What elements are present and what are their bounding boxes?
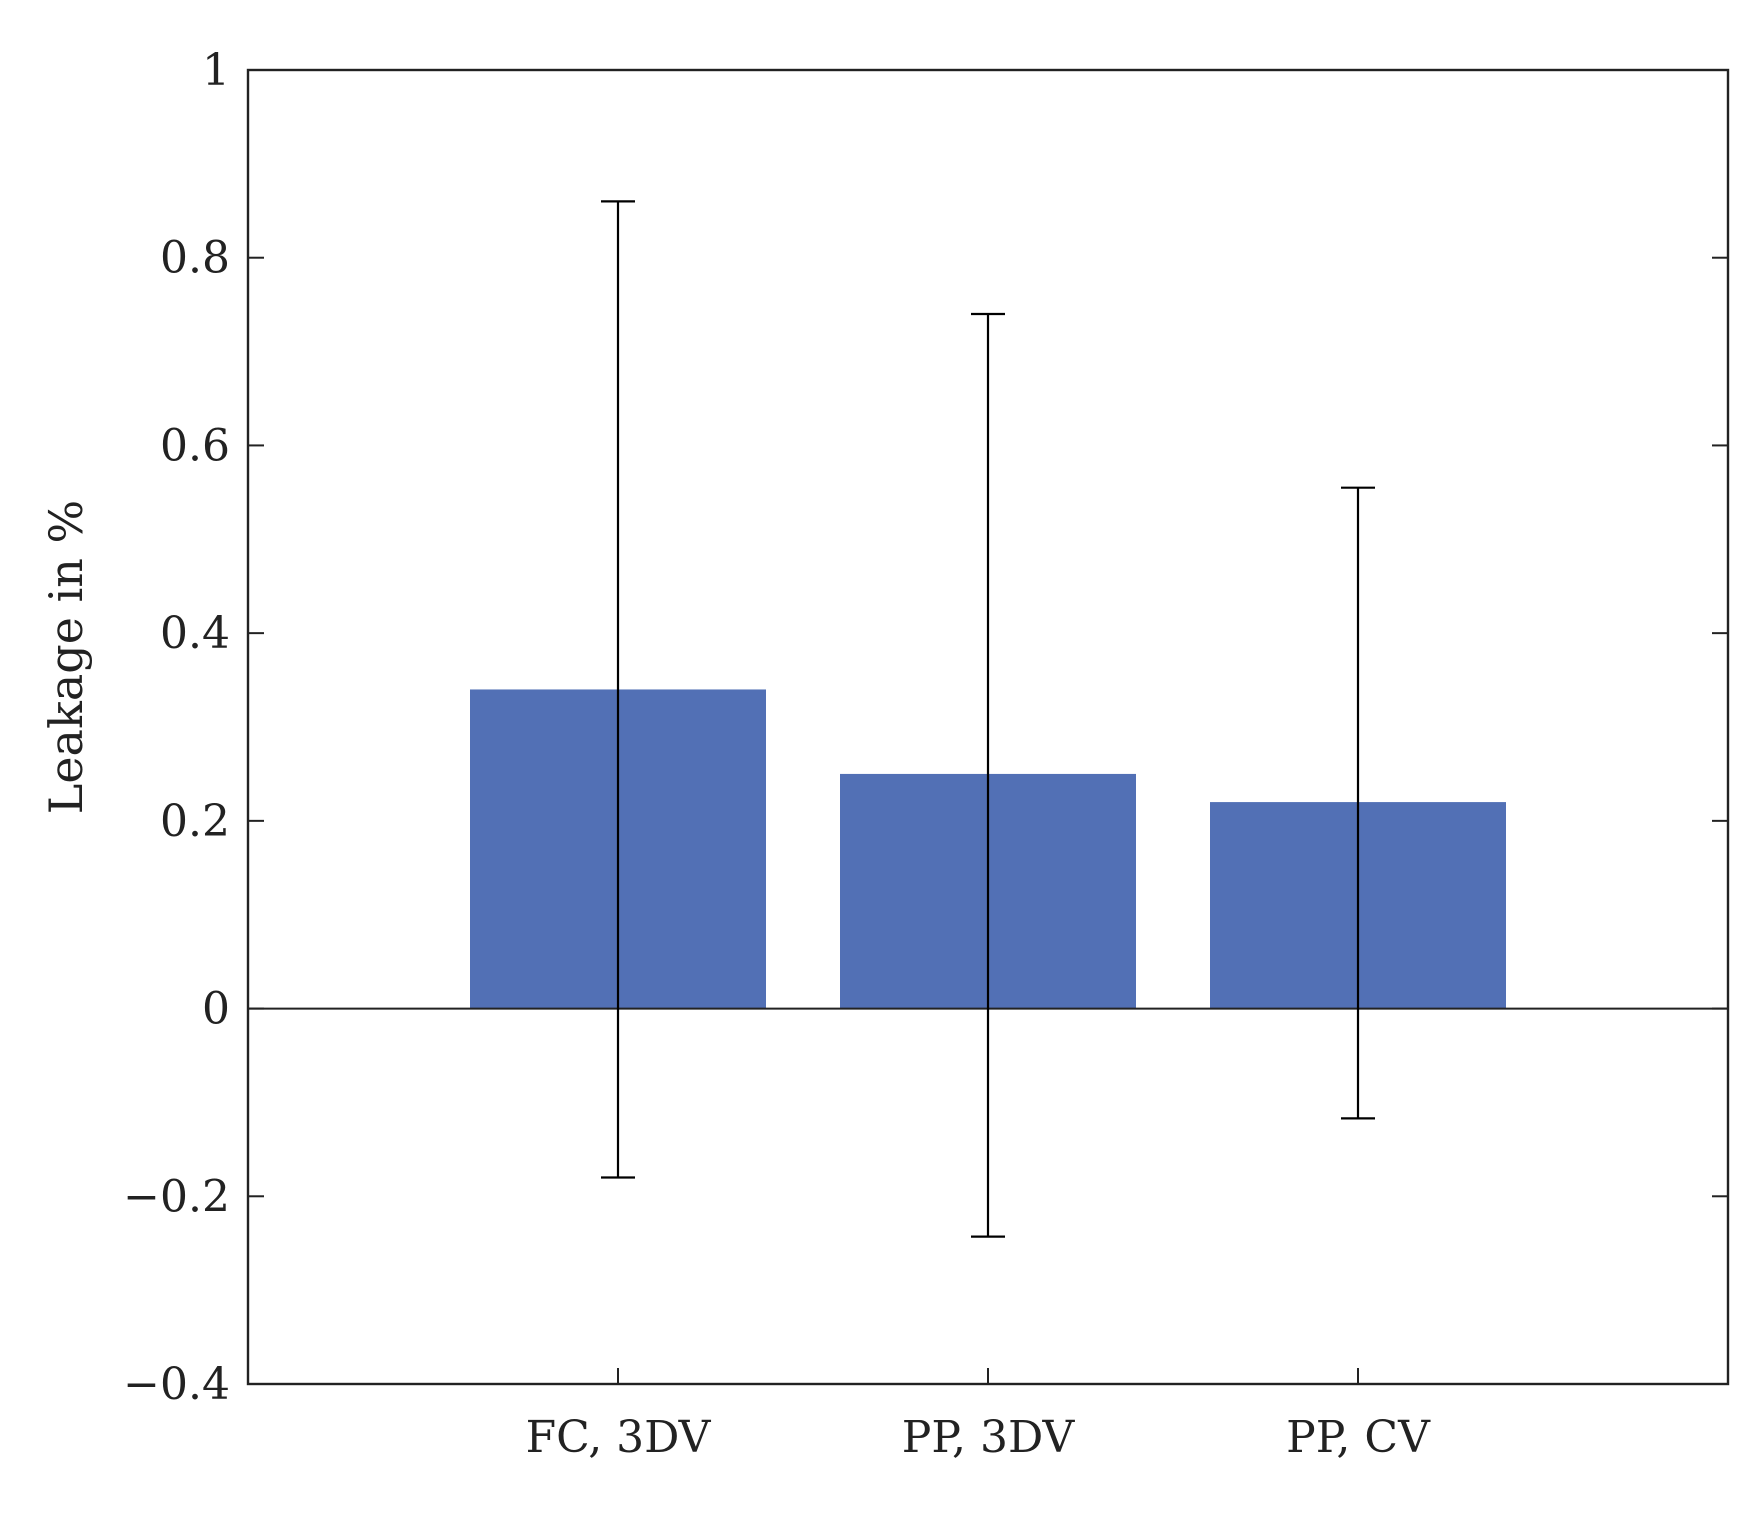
x-tick-label: PP, 3DV <box>902 1412 1076 1463</box>
y-tick-label: 0 <box>202 984 230 1035</box>
axes-group <box>246 68 1730 1386</box>
y-tick-label: −0.4 <box>123 1359 230 1410</box>
x-tick-label: PP, CV <box>1286 1412 1431 1463</box>
labels-group: −0.4 −0.2 0 0.2 0.4 0.6 0.8 1 FC, 3DV PP, 3DV PP, … <box>39 45 1431 1463</box>
y-axis-label: Leakage in % <box>39 500 93 814</box>
y-tick-label: 0.4 <box>160 608 230 659</box>
y-tick-label: 1 <box>202 45 230 96</box>
y-tick-label: 0.8 <box>160 233 230 284</box>
y-tick-label: 0.6 <box>160 420 230 471</box>
y-tick-label: 0.2 <box>160 796 230 847</box>
error-bars-group <box>601 200 1375 1238</box>
x-tick-label: FC, 3DV <box>526 1412 712 1463</box>
y-tick-label: −0.2 <box>123 1171 230 1222</box>
